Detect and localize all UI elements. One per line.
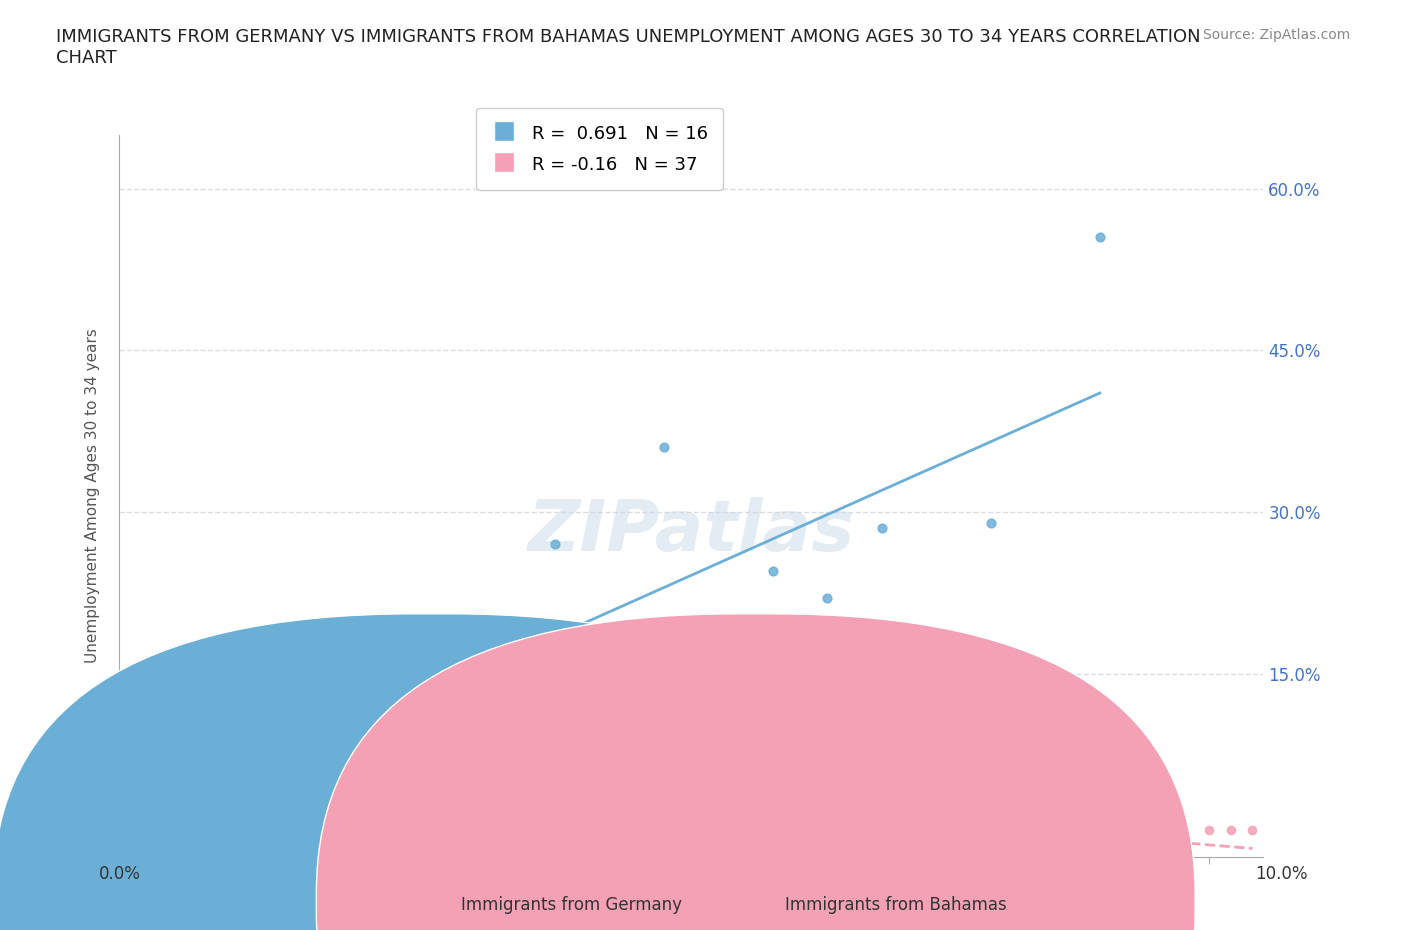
Point	[271, 812, 294, 827]
Point	[184, 774, 207, 789]
Point	[205, 795, 228, 810]
Point	[870, 812, 893, 827]
Point	[271, 764, 294, 778]
Text: ZIPatlas: ZIPatlas	[527, 498, 855, 566]
Point	[762, 564, 785, 578]
Point	[925, 822, 948, 837]
Point	[1088, 230, 1111, 245]
Point	[870, 521, 893, 536]
Point	[762, 806, 785, 821]
Point	[162, 644, 184, 659]
Point	[1035, 817, 1057, 832]
Point	[434, 764, 457, 778]
Point	[652, 812, 675, 827]
Point	[370, 774, 392, 789]
Point	[108, 806, 131, 821]
Point	[217, 785, 239, 800]
Point	[217, 806, 239, 821]
Point	[707, 822, 730, 837]
Y-axis label: Unemployment Among Ages 30 to 34 years: Unemployment Among Ages 30 to 34 years	[86, 328, 100, 663]
Text: Immigrants from Germany: Immigrants from Germany	[461, 896, 682, 914]
Point	[326, 725, 349, 740]
Point	[815, 817, 838, 832]
Text: 0.0%: 0.0%	[98, 865, 141, 883]
Point	[173, 677, 195, 692]
Text: Source: ZipAtlas.com: Source: ZipAtlas.com	[1202, 28, 1350, 42]
Point	[544, 537, 567, 551]
Point	[217, 671, 239, 686]
Point	[434, 720, 457, 735]
Point	[152, 774, 174, 789]
Point	[283, 806, 305, 821]
Point	[195, 806, 218, 821]
Point	[380, 698, 402, 713]
Point	[391, 768, 413, 783]
Text: Immigrants from Bahamas: Immigrants from Bahamas	[785, 896, 1007, 914]
Point	[489, 806, 512, 821]
Point	[141, 698, 163, 713]
Point	[707, 677, 730, 692]
Point	[1219, 822, 1241, 837]
Point	[1143, 822, 1166, 837]
Text: IMMIGRANTS FROM GERMANY VS IMMIGRANTS FROM BAHAMAS UNEMPLOYMENT AMONG AGES 30 TO: IMMIGRANTS FROM GERMANY VS IMMIGRANTS FR…	[56, 28, 1201, 67]
Point	[980, 817, 1002, 832]
Text: 10.0%: 10.0%	[1256, 865, 1308, 883]
Point	[544, 822, 567, 837]
Legend: R =  0.691   N = 16, R = -0.16   N = 37: R = 0.691 N = 16, R = -0.16 N = 37	[477, 108, 723, 190]
Point	[108, 806, 131, 821]
Point	[129, 742, 152, 757]
Point	[347, 795, 370, 810]
Point	[228, 752, 250, 767]
Point	[239, 634, 262, 649]
Point	[162, 817, 184, 832]
Point	[1241, 822, 1264, 837]
Point	[1088, 822, 1111, 837]
Point	[326, 817, 349, 832]
Point	[980, 515, 1002, 530]
Point	[249, 688, 271, 703]
Point	[1198, 822, 1220, 837]
Point	[815, 591, 838, 605]
Point	[304, 790, 326, 805]
Point	[413, 806, 436, 821]
Point	[652, 440, 675, 455]
